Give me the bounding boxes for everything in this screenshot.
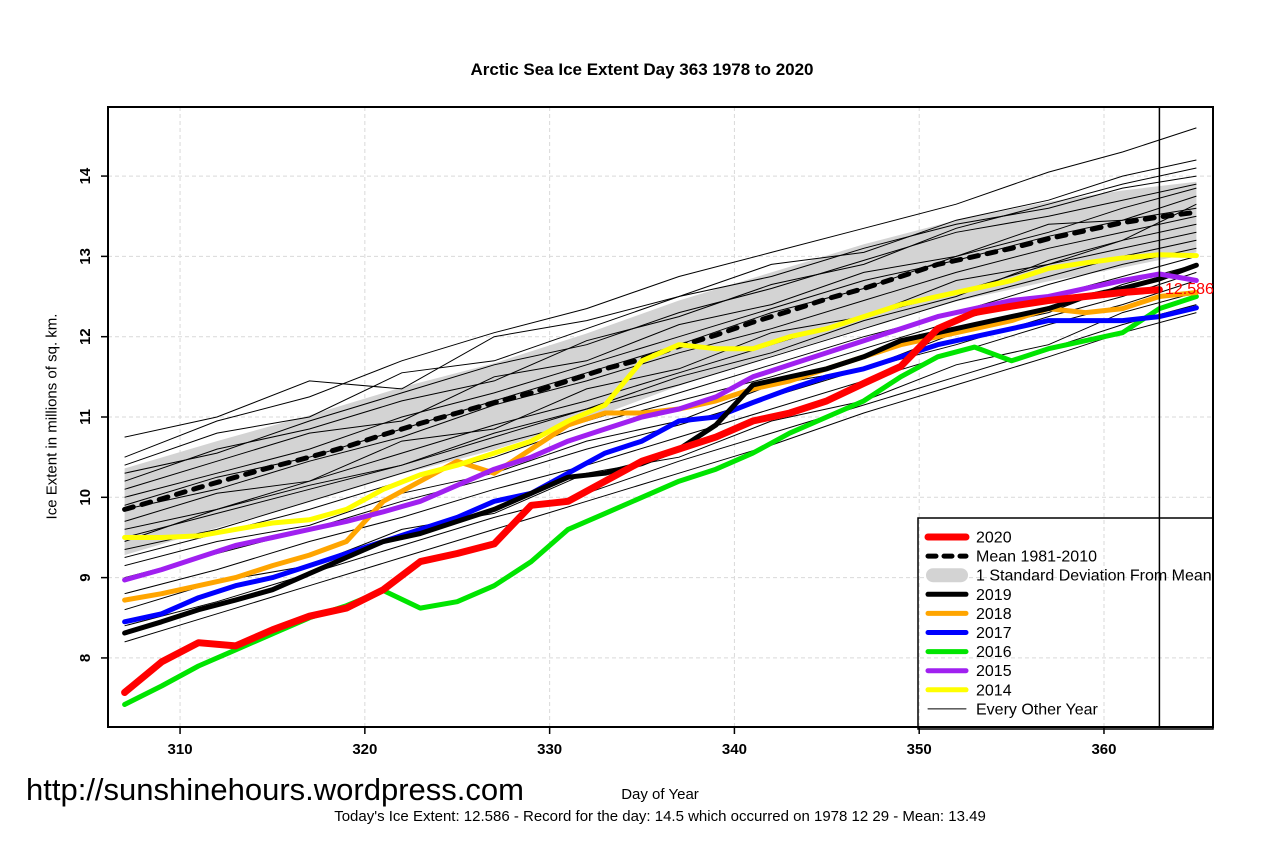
- series-line-2017: [122, 305, 1199, 625]
- every-other-year-line: [124, 215, 1197, 510]
- legend-swatch-band: [926, 568, 968, 583]
- every-other-year-line: [124, 167, 1197, 482]
- series-line-2020: [121, 286, 1163, 696]
- series-line-2015: [122, 271, 1199, 583]
- x-tick-label: 350: [907, 741, 932, 758]
- y-tick-label: 11: [77, 409, 94, 425]
- x-tick-label: 360: [1091, 741, 1116, 758]
- legend-label: 2020: [976, 530, 1012, 547]
- legend-label: 2016: [976, 644, 1012, 661]
- every-other-year-line: [124, 183, 1197, 474]
- legend-label: 2015: [976, 663, 1012, 680]
- chart-title: Arctic Sea Ice Extent Day 363 1978 to 20…: [470, 60, 814, 79]
- legend-label: 2014: [976, 682, 1012, 699]
- every-other-year-line: [124, 203, 1197, 542]
- y-tick-label: 9: [77, 573, 94, 581]
- every-other-year-line: [124, 195, 1197, 490]
- y-tick-label: 13: [77, 248, 94, 265]
- every-other-year-line: [124, 127, 1197, 458]
- x-tick-label: 310: [168, 741, 193, 758]
- every-other-year-line: [124, 239, 1197, 538]
- every-other-year-line: [124, 247, 1197, 550]
- every-other-year-line: [124, 175, 1197, 466]
- legend-label: Every Other Year: [976, 701, 1099, 718]
- every-other-year-line: [124, 280, 1197, 595]
- y-tick-label: 12: [77, 328, 94, 345]
- legend-box: [917, 517, 1214, 730]
- footer-url-text: http://sunshinehours.wordpress.com: [26, 772, 524, 807]
- x-tick-label: 320: [352, 741, 377, 758]
- std-deviation-band: [124, 181, 1197, 556]
- every-other-year-line: [124, 312, 1197, 643]
- x-axis-title: Day of Year: [621, 786, 699, 803]
- legend-label: 1 Standard Deviation From Mean: [976, 568, 1212, 585]
- footer-caption: Today's Ice Extent: 12.586 - Record for …: [334, 808, 986, 825]
- y-tick-label: 10: [77, 489, 94, 506]
- every-other-year-line: [124, 231, 1197, 530]
- legend-label: 2019: [976, 587, 1012, 604]
- y-tick-label: 8: [77, 654, 94, 662]
- y-axis-title: Ice Extent in millions of sq. km.: [43, 313, 61, 520]
- legend-label: Mean 1981-2010: [976, 549, 1097, 566]
- series-line-2014: [122, 252, 1199, 540]
- legend-label: 2017: [976, 625, 1012, 642]
- x-tick-label: 330: [537, 741, 562, 758]
- current-value-label: 12.586: [1165, 281, 1214, 298]
- legend-label: 2018: [976, 606, 1012, 623]
- y-tick-label: 14: [77, 167, 94, 184]
- x-tick-label: 340: [722, 741, 747, 758]
